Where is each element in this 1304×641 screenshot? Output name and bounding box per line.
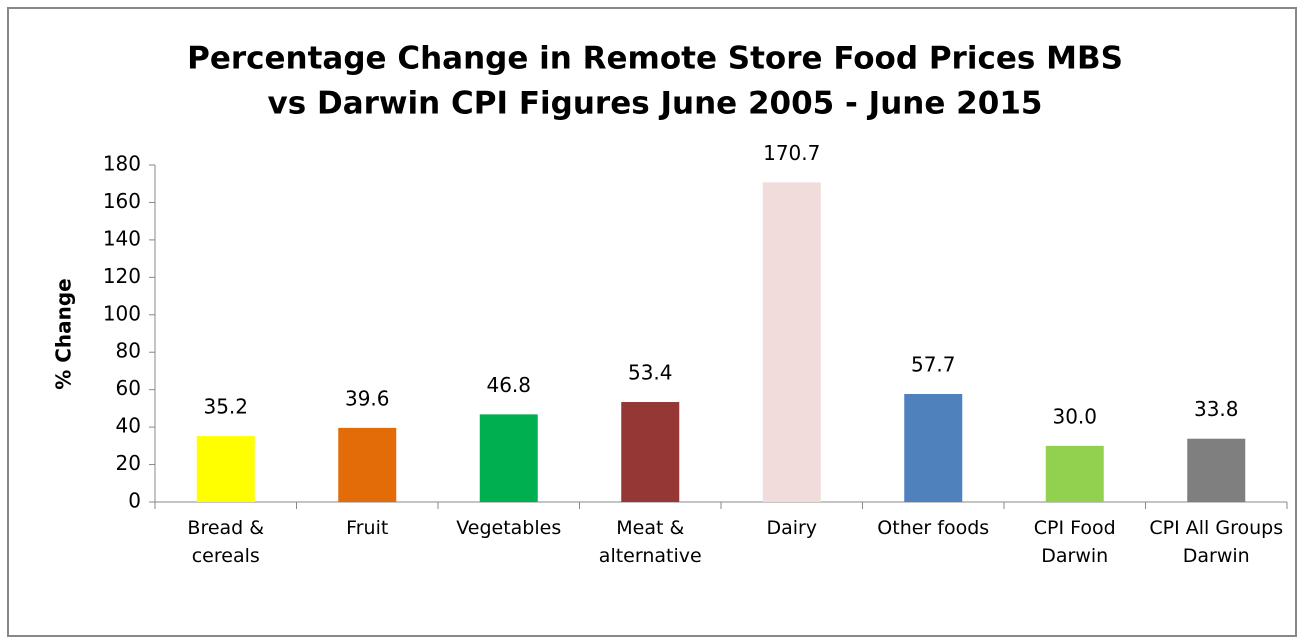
y-tick-label: 160 [103, 189, 141, 213]
y-tick-label: 120 [103, 264, 141, 288]
y-tick-label: 40 [116, 414, 141, 438]
x-tick-label: Meat & alternative [598, 517, 702, 567]
bar [1187, 438, 1246, 502]
x-tick-label: Bread & cereals [187, 517, 265, 567]
y-tick-label: 180 [103, 152, 141, 176]
value-label: 57.7 [911, 352, 956, 376]
value-label: 46.8 [486, 373, 531, 397]
value-label: 39.6 [345, 386, 390, 410]
bar [479, 414, 538, 502]
y-tick-label: 100 [103, 301, 141, 325]
x-tick-label: Dairy [766, 517, 818, 539]
x-tick-label: Fruit [346, 517, 389, 539]
bar [1045, 445, 1104, 502]
y-axis-label: % Change [52, 278, 76, 390]
x-tick-label: CPI All Groups Darwin [1149, 517, 1284, 567]
y-tick-label: 0 [128, 489, 141, 513]
value-label: 30.0 [1052, 404, 1097, 428]
y-tick-label: 80 [116, 339, 141, 363]
value-label: 33.8 [1194, 397, 1239, 421]
x-tick-label: Other foods [877, 517, 990, 539]
value-label: 53.4 [628, 361, 673, 385]
value-label: 35.2 [203, 395, 248, 419]
bar [621, 402, 680, 502]
chart-title: vs Darwin CPI Figures June 2005 - June 2… [268, 86, 1043, 122]
x-tick-label: CPI Food Darwin [1033, 517, 1116, 567]
bar [196, 436, 255, 502]
y-tick-label: 140 [103, 226, 141, 250]
bar [904, 393, 963, 502]
chart-title: Percentage Change in Remote Store Food P… [187, 41, 1123, 77]
chart-frame [7, 7, 1297, 637]
y-tick-label: 20 [116, 451, 141, 475]
bar [762, 182, 821, 502]
y-tick-label: 60 [116, 376, 141, 400]
bar [338, 427, 397, 502]
value-label: 170.7 [763, 141, 820, 165]
x-tick-label: Vegetables [456, 517, 562, 539]
